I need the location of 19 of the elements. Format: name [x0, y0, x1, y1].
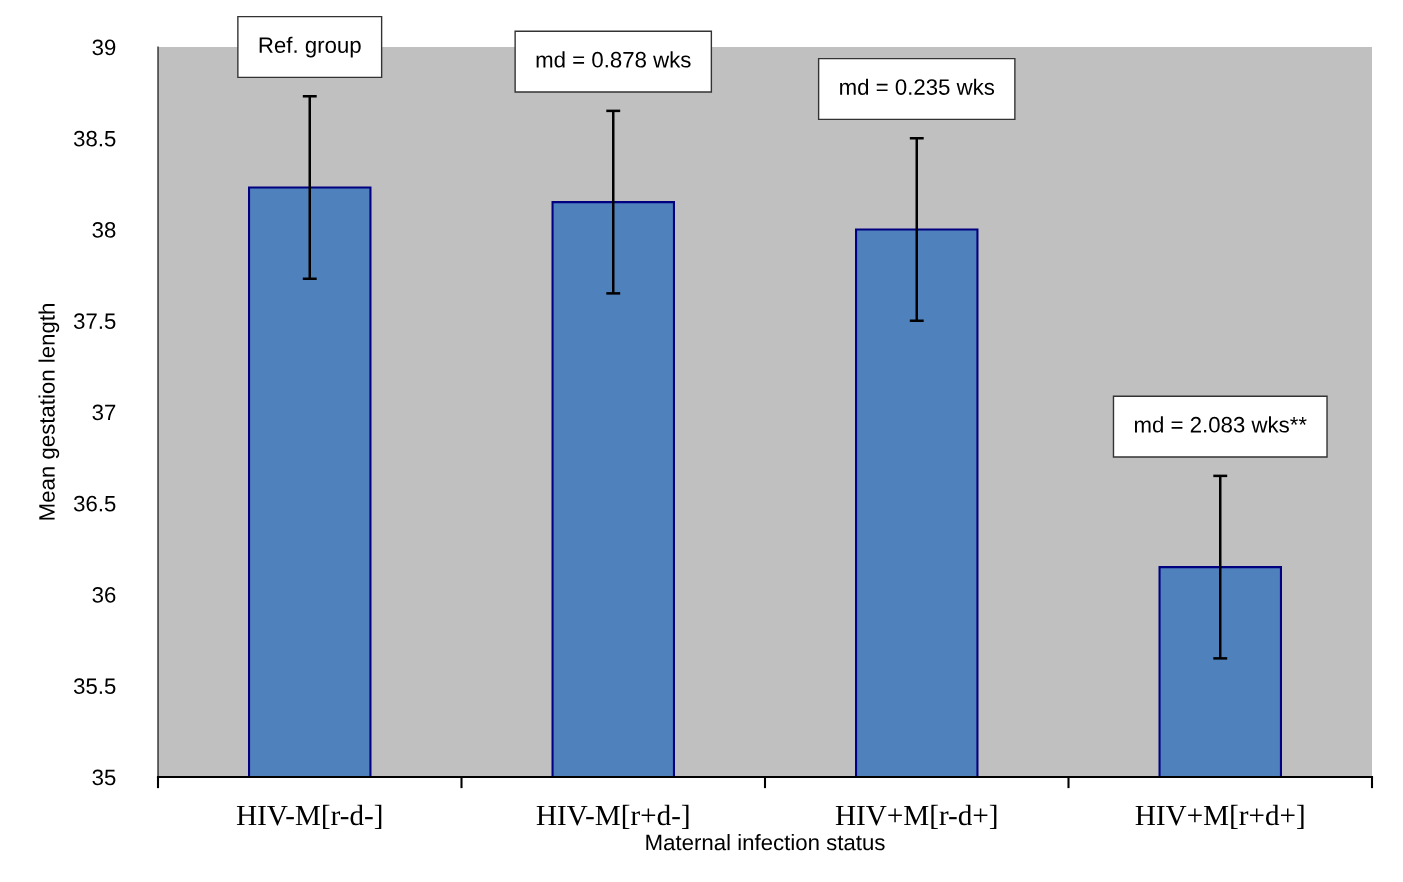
- y-axis-title: Mean gestation length: [38, 304, 60, 520]
- y-tick-label: 39: [92, 39, 116, 56]
- annotation: Ref. group: [259, 36, 361, 58]
- y-tick-label: 35: [92, 769, 116, 786]
- y-tick-label: 38.5: [73, 130, 116, 147]
- y-tick-label: 36: [92, 587, 116, 603]
- x-tick-label: HIV+M[r-d+]: [835, 804, 997, 829]
- y-tick-label: 37.5: [73, 313, 116, 330]
- y-tick-label: 38: [92, 222, 116, 238]
- annotation: md = 0.235 wks: [840, 78, 995, 95]
- y-tick-label: 35.5: [73, 678, 116, 695]
- x-tick-label: HIV-M[r+d-]: [536, 804, 689, 829]
- annotation: md = 0.878 wks: [536, 51, 691, 68]
- x-tick-label: HIV+M[r+d+]: [1135, 804, 1304, 829]
- annotation: md = 2.083 wks**: [1134, 416, 1307, 433]
- y-tick-label: 37: [92, 404, 116, 421]
- x-tick-label: HIV-M[r-d-]: [236, 804, 382, 829]
- y-tick-label: 36.5: [73, 495, 116, 512]
- x-axis-title: Maternal infection status: [646, 834, 885, 851]
